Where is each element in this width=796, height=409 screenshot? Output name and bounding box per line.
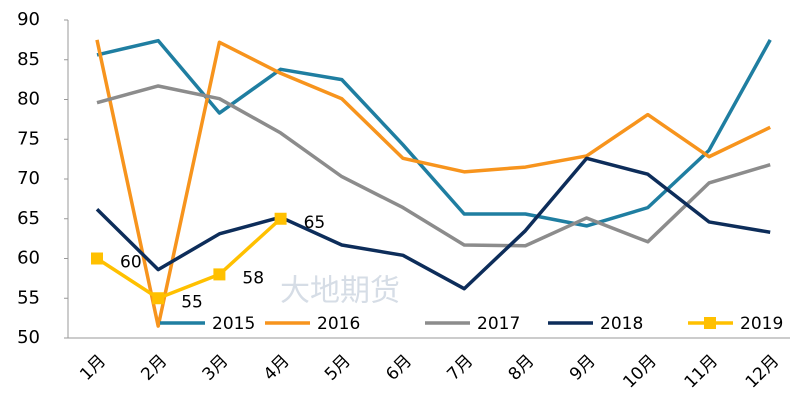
y-tick-label: 80 <box>17 89 40 110</box>
x-tick-label: 9月 <box>566 351 600 385</box>
line-series <box>96 84 771 248</box>
legend-label: 2015 <box>212 314 255 334</box>
x-tick-label: 5月 <box>321 351 355 385</box>
x-tick-label: 10月 <box>619 351 660 392</box>
line-series <box>95 39 771 328</box>
legend-marker <box>704 317 716 329</box>
x-tick-label: 3月 <box>199 351 233 385</box>
y-tick-label: 70 <box>17 168 40 189</box>
y-tick-label: 50 <box>17 327 40 348</box>
legend-label: 2018 <box>600 314 643 334</box>
x-tick-label: 12月 <box>742 351 783 392</box>
line-series <box>95 156 771 291</box>
x-tick-label: 7月 <box>443 351 477 385</box>
data-label: 58 <box>242 268 264 288</box>
data-label: 55 <box>181 292 203 312</box>
line-series <box>96 38 772 228</box>
legend-label: 2016 <box>317 314 360 334</box>
y-tick-label: 65 <box>17 208 40 229</box>
legend-label: 2017 <box>477 314 520 334</box>
data-label: 60 <box>120 253 142 273</box>
y-tick-label: 60 <box>17 248 40 269</box>
marker <box>152 292 165 305</box>
x-tick-label: 6月 <box>382 351 416 385</box>
marker <box>274 212 287 225</box>
x-tick-label: 2月 <box>137 351 171 385</box>
y-tick-label: 85 <box>17 49 40 70</box>
data-label: 65 <box>304 213 326 233</box>
marker <box>91 252 103 265</box>
y-tick-label: 75 <box>17 128 40 149</box>
x-tick-label: 1月 <box>76 351 110 385</box>
x-tick-label: 8月 <box>505 351 539 385</box>
y-tick-label: 55 <box>17 287 40 308</box>
marker <box>213 268 226 281</box>
y-tick-label: 90 <box>17 9 40 30</box>
x-tick-label: 11月 <box>681 351 722 392</box>
watermark: 大地期货 <box>280 274 400 309</box>
legend-label: 2019 <box>740 314 783 334</box>
x-tick-label: 4月 <box>260 351 294 385</box>
line-series <box>96 217 282 300</box>
